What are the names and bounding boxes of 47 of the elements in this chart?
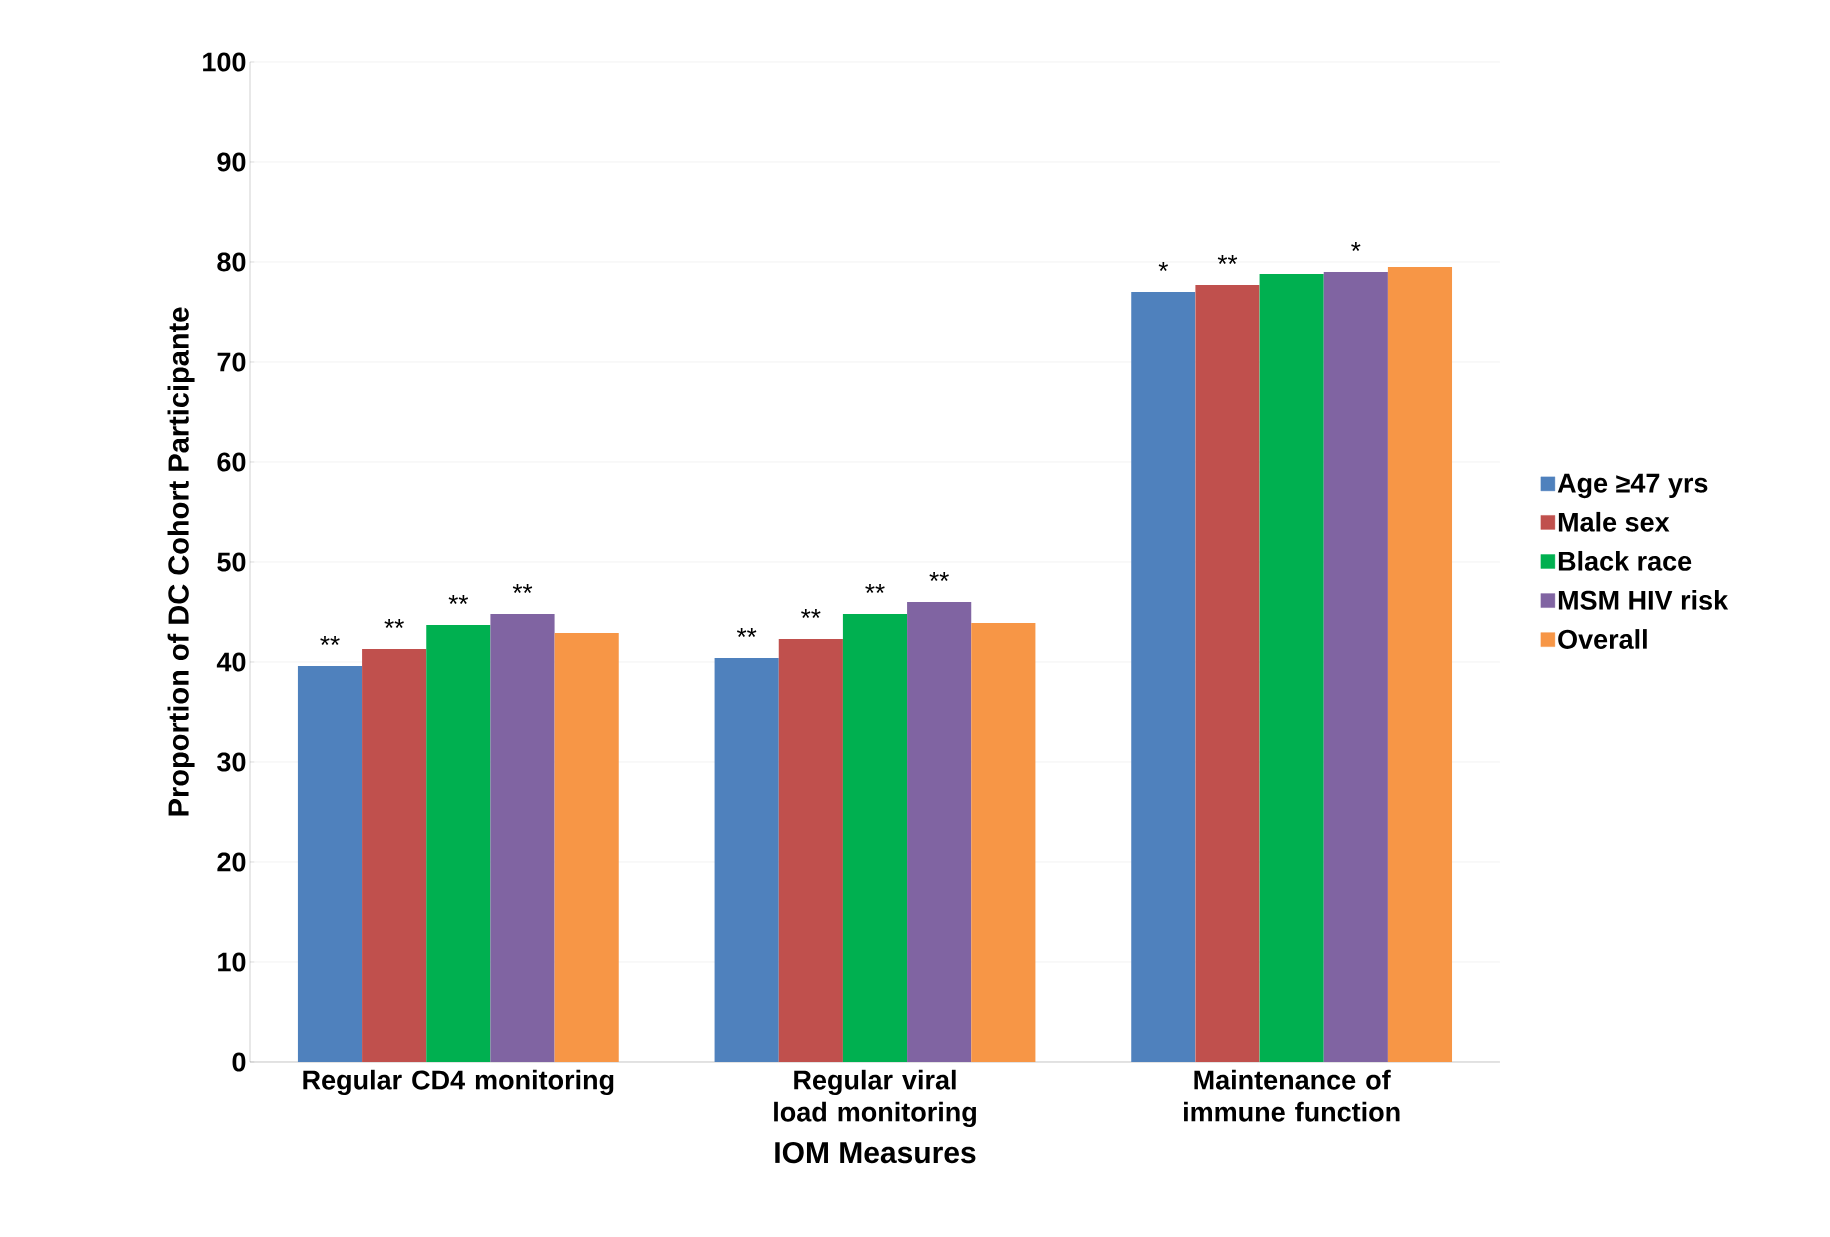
data-label: ** [1217, 254, 1238, 265]
data-label: ** [736, 627, 757, 638]
x-tick-label: Maintenance of immune function [1184, 1069, 1400, 1122]
y-tick-label: 30 [217, 752, 246, 772]
y-axis-title: Proportion of DC Cohort Participante [167, 307, 195, 816]
bar [1387, 266, 1453, 1062]
y-tick-label: 90 [217, 152, 246, 172]
y-tick-label: 40 [216, 652, 246, 672]
data-label: ** [448, 594, 469, 605]
data-label: ** [801, 608, 821, 619]
legend-label: Male sex [1558, 511, 1670, 532]
y-tick-label: 10 [218, 952, 246, 972]
legend-label: Age ≥47 yrs [1557, 473, 1708, 499]
x-tick-label: Regular CD4 monitoring [303, 1069, 614, 1096]
y-tick-label: 60 [217, 452, 246, 472]
y-tick-label: 20 [217, 852, 246, 872]
bar [1323, 271, 1388, 1062]
y-tick-label: 100 [203, 52, 246, 72]
bar [842, 613, 908, 1062]
bar [1259, 273, 1324, 1062]
x-axis-title: IOM Measures [775, 1141, 976, 1164]
legend-label: Overall [1558, 629, 1647, 649]
y-tick-label: 70 [217, 352, 246, 372]
bar [714, 657, 779, 1062]
bar [297, 666, 363, 1062]
bar [362, 648, 427, 1062]
y-tick-label: 0 [232, 1052, 246, 1072]
bar [1131, 291, 1196, 1062]
data-label: ** [320, 635, 340, 646]
legend-label: MSM HIV risk [1558, 590, 1729, 610]
bar [554, 632, 619, 1062]
bar [490, 613, 555, 1062]
legend-label: Black race [1558, 550, 1692, 571]
bar [907, 601, 972, 1062]
y-tick-label: 50 [217, 552, 246, 572]
data-label: ** [865, 583, 885, 594]
data-label: ** [384, 618, 404, 629]
data-label: * [1351, 241, 1361, 252]
y-tick-label: 80 [217, 252, 246, 272]
bar [426, 624, 491, 1062]
bar [971, 622, 1036, 1062]
data-label: ** [512, 583, 533, 594]
data-label: * [1158, 261, 1168, 272]
x-tick-label: Regular viral load monitoring [774, 1069, 976, 1128]
bar [1195, 284, 1260, 1062]
data-label: ** [929, 571, 949, 582]
bar [778, 638, 843, 1062]
